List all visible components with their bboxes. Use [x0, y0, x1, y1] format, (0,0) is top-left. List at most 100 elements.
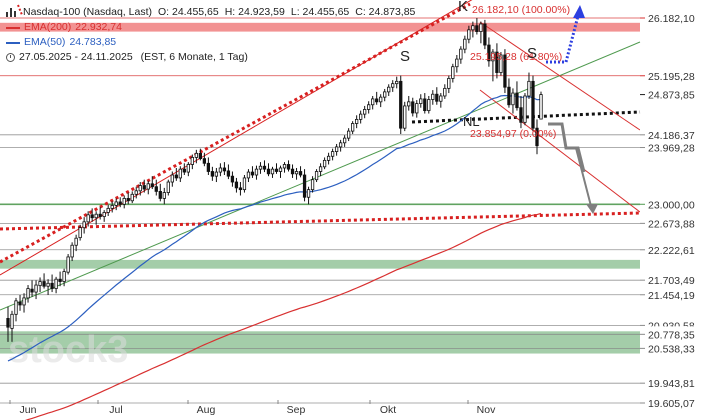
ema200-line — [25, 212, 542, 420]
candle-body-51 — [210, 171, 215, 177]
neckline-label: NL — [463, 114, 480, 129]
candle-body-67 — [274, 168, 279, 172]
candle-body-116 — [471, 25, 475, 31]
price-label-bg-0 — [640, 10, 710, 26]
candle-body-54 — [222, 167, 227, 172]
legend-ema50-row: EMA(50) 24.783,85 — [6, 35, 421, 50]
candle-body-83 — [338, 142, 343, 148]
candle-body-124 — [503, 54, 507, 88]
watermark: stock3 — [8, 329, 128, 371]
candle-body-123 — [499, 54, 503, 73]
candle-body-126 — [511, 92, 515, 106]
zone-1 — [0, 259, 640, 269]
price-label-0: 26.182,10 — [648, 13, 695, 25]
candle-body-110 — [447, 78, 451, 89]
candle-body-11 — [50, 282, 54, 289]
candle-body-133 — [539, 94, 543, 120]
red-dotted-trendline — [0, 2, 471, 264]
candle-body-96 — [391, 83, 395, 88]
clock-icon — [6, 53, 15, 62]
zone-0 — [0, 22, 640, 32]
price-label-7: 22.222,61 — [648, 245, 695, 257]
legend-ohlc-row: Nasdaq-100 (Nasdaq, Last) O: 24.455,65 H… — [6, 5, 421, 20]
x-tick-label-3: Sep — [287, 404, 306, 416]
candle-body-88 — [359, 113, 363, 120]
candle-body-68 — [278, 167, 283, 172]
candle-body-93 — [379, 96, 383, 103]
head-label: K — [458, 0, 468, 15]
price-label-3: 24.186,37 — [648, 130, 695, 142]
candle-body-23 — [98, 213, 102, 217]
candle-body-30 — [126, 198, 130, 202]
candle-body-91 — [371, 98, 375, 106]
red-dotted-corner — [17, 4, 23, 16]
candle-body-97 — [395, 80, 399, 85]
projection-arrow-head — [586, 204, 598, 214]
x-tick-label-1: Jul — [109, 404, 122, 416]
candle-body-7 — [34, 284, 38, 293]
candle-body-108 — [439, 95, 443, 102]
price-label-bg-4 — [640, 139, 710, 156]
price-label-bg-1 — [640, 67, 710, 84]
candle-body-122 — [495, 51, 499, 73]
shoulder-left-label: S — [400, 48, 410, 65]
candle-body-117 — [475, 25, 479, 32]
candle-body-92 — [375, 98, 379, 103]
x-tick-label-2: Aug — [197, 404, 216, 416]
legend-ema200-row: EMA(200) 22.932,74 — [6, 20, 421, 35]
candle-body-25 — [106, 207, 110, 213]
channel-down-upper — [479, 21, 641, 131]
candle-body-99 — [403, 105, 407, 129]
candle-body-1 — [10, 313, 14, 329]
candle-body-10 — [46, 282, 50, 287]
candle-body-45 — [186, 164, 190, 173]
candle-body-86 — [351, 123, 355, 132]
candle-body-26 — [110, 205, 114, 209]
candle-body-107 — [435, 93, 439, 102]
candle-body-87 — [355, 118, 359, 124]
candle-body-24 — [102, 212, 106, 217]
price-label-6: 22.673,88 — [648, 218, 695, 230]
price-label-8: 21.703,49 — [648, 275, 695, 287]
candle-body-4 — [22, 297, 26, 306]
candle-body-100 — [407, 101, 411, 107]
candle-body-22 — [94, 213, 98, 219]
candle-body-6 — [30, 288, 34, 293]
price-axis: 26.182,10 25.195,28 24.873,85 24.186,3723.9… — [640, 10, 710, 411]
candle-body-58 — [238, 187, 243, 191]
ema50-line — [7, 94, 542, 362]
price-label-bg-13 — [640, 375, 710, 392]
candle-body-90 — [367, 104, 371, 110]
candle-body-31 — [130, 193, 134, 202]
candle-body-40 — [166, 181, 170, 193]
x-tick-label-0: Jun — [20, 404, 37, 416]
candle-body-3 — [18, 301, 22, 306]
candle-body-53 — [218, 167, 223, 173]
candle-body-76 — [310, 179, 315, 191]
ema200-swatch — [6, 26, 20, 29]
candle-body-18 — [78, 227, 82, 239]
candle-body-101 — [411, 101, 415, 114]
channel-down-lower — [479, 89, 641, 213]
candle-body-66 — [270, 168, 275, 175]
candle-body-115 — [467, 29, 471, 40]
projection-arrow-shaft — [575, 147, 593, 211]
candle-body-118 — [479, 23, 483, 32]
candle-body-129 — [523, 95, 527, 123]
price-label-13: 19.943,81 — [648, 378, 695, 390]
candle-body-69 — [282, 164, 287, 169]
price-label-4: 23.969,28 — [648, 143, 695, 155]
legend-ema200-label: EMA(200) — [24, 21, 72, 33]
candle-body-113 — [459, 48, 463, 60]
candle-body-34 — [142, 185, 146, 190]
candle-body-28 — [118, 201, 122, 205]
annotation-layer: 26.182,10 (100.00%) 25.195,28 (61.80%) 2… — [400, 0, 570, 140]
candle-body-61 — [250, 171, 255, 176]
candle-body-73 — [298, 171, 303, 176]
candle-body-71 — [290, 168, 295, 175]
candle-body-95 — [387, 86, 391, 93]
candle-body-41 — [170, 174, 174, 183]
candle-body-57 — [234, 181, 239, 189]
level-layer — [0, 17, 640, 404]
